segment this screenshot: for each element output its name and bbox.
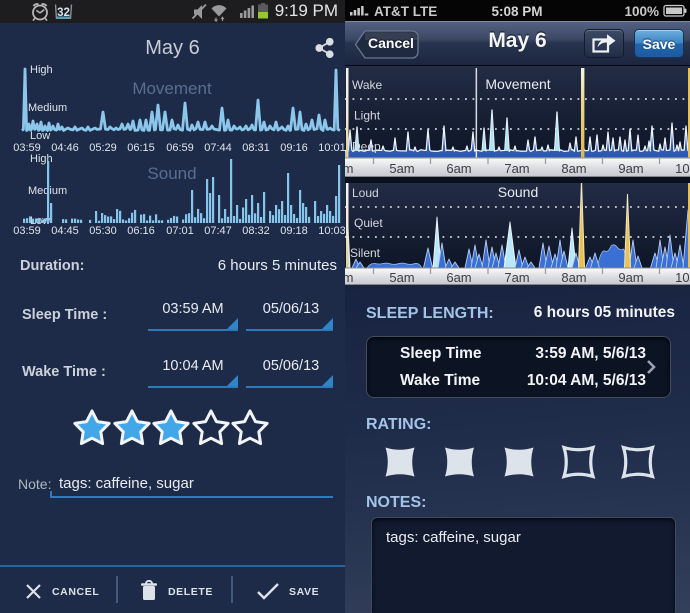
svg-text:08:32: 08:32: [242, 225, 270, 237]
svg-text:Sound: Sound: [498, 184, 538, 200]
svg-text:06:16: 06:16: [127, 225, 155, 237]
svg-text:100%: 100%: [624, 4, 659, 19]
svg-text:09:18: 09:18: [280, 225, 308, 237]
svg-text:Low: Low: [30, 130, 50, 142]
svg-text:04:45: 04:45: [51, 225, 79, 237]
svg-text:04:46: 04:46: [51, 142, 79, 154]
svg-text:03:59: 03:59: [13, 225, 41, 237]
svg-text:05:29: 05:29: [89, 142, 117, 154]
svg-text:Medium: Medium: [28, 102, 67, 114]
svg-text:06:59: 06:59: [166, 142, 194, 154]
svg-text:Sound: Sound: [147, 164, 196, 183]
svg-text:09:16: 09:16: [280, 142, 308, 154]
svg-text:Movement: Movement: [132, 79, 212, 98]
svg-text:Movement: Movement: [485, 76, 550, 92]
svg-text:6am: 6am: [446, 161, 471, 176]
svg-text:7am: 7am: [504, 270, 529, 285]
svg-text:Wake: Wake: [352, 78, 383, 92]
svg-text:5am: 5am: [389, 161, 414, 176]
svg-text:6am: 6am: [446, 270, 471, 285]
svg-text:06:15: 06:15: [127, 142, 155, 154]
svg-text:10a: 10a: [675, 161, 690, 176]
svg-text:08:31: 08:31: [242, 142, 270, 154]
svg-text:Silent: Silent: [350, 246, 381, 260]
svg-text:Light: Light: [354, 109, 381, 123]
svg-text:05:30: 05:30: [89, 225, 117, 237]
svg-text:Deep: Deep: [352, 140, 381, 154]
svg-text:10:01: 10:01: [318, 142, 345, 154]
svg-text:10:03: 10:03: [318, 225, 345, 237]
svg-text:9am: 9am: [618, 270, 643, 285]
svg-text:07:01: 07:01: [166, 225, 194, 237]
svg-text:10a: 10a: [675, 270, 690, 285]
svg-text:07:44: 07:44: [204, 142, 232, 154]
svg-text:High: High: [30, 153, 53, 165]
svg-text:Quiet: Quiet: [354, 216, 383, 230]
svg-text:m: m: [345, 270, 353, 285]
svg-text:5am: 5am: [389, 270, 414, 285]
svg-text:03:59: 03:59: [13, 142, 41, 154]
svg-text:9am: 9am: [618, 161, 643, 176]
svg-text:32: 32: [57, 7, 70, 19]
svg-text:5:08 PM: 5:08 PM: [491, 4, 542, 19]
svg-text:7am: 7am: [504, 161, 529, 176]
svg-text:07:47: 07:47: [204, 225, 232, 237]
svg-text:8am: 8am: [561, 161, 586, 176]
svg-text:m: m: [345, 161, 353, 176]
svg-text:Loud: Loud: [352, 186, 379, 200]
svg-text:AT&T LTE: AT&T LTE: [374, 4, 437, 19]
svg-text:High: High: [30, 64, 53, 76]
svg-text:8am: 8am: [561, 270, 586, 285]
